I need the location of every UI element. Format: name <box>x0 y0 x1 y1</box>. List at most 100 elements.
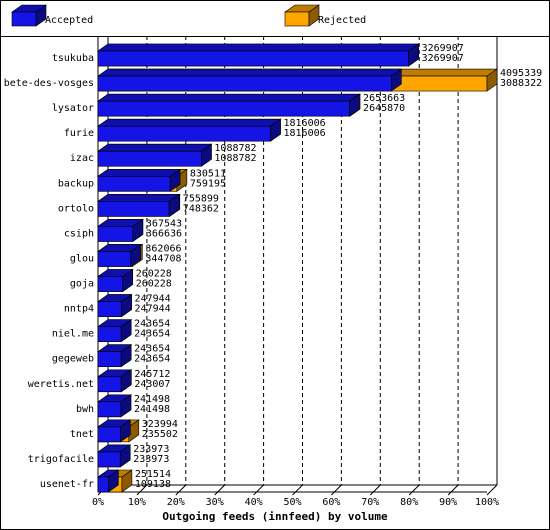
y-tick-label: niel.me <box>52 329 94 340</box>
y-tick-label: weretis.net <box>28 379 94 390</box>
x-tick-label: 80% <box>400 497 418 508</box>
value-label: 830511 <box>190 168 226 179</box>
value-label: 109138 <box>135 479 171 490</box>
y-tick-label: trigofacile <box>28 454 94 465</box>
value-label: 233973 <box>133 454 169 465</box>
bar-side <box>122 268 134 293</box>
x-tick <box>136 484 148 496</box>
bar-side <box>201 143 212 167</box>
value-label: 2645870 <box>363 103 405 114</box>
bar-side <box>408 43 419 67</box>
bar <box>97 201 170 217</box>
bar-side <box>270 118 281 142</box>
bar-top <box>97 168 182 177</box>
bar-side <box>128 419 140 443</box>
x-tick <box>369 484 381 496</box>
legend-swatch-side <box>35 4 47 27</box>
x-tick-label: 70% <box>361 497 379 508</box>
x-tick-label: 0% <box>92 497 104 508</box>
value-label: 1088782 <box>214 143 256 154</box>
bar-side <box>120 319 132 343</box>
x-tick <box>447 484 459 496</box>
value-label: 241498 <box>134 404 170 415</box>
bar-side <box>391 68 402 92</box>
value-label: 759195 <box>190 178 226 189</box>
bar-top <box>97 194 181 202</box>
y-tick-label: glou <box>70 253 94 264</box>
value-label: 245712 <box>134 369 170 380</box>
x-tick-label: 30% <box>206 497 224 508</box>
bar-top <box>97 118 282 127</box>
y-tick-label: bete-des-vosges <box>4 78 94 89</box>
bar <box>97 351 122 368</box>
bar <box>97 426 121 443</box>
bar <box>97 50 409 67</box>
y-tick-label: ortolo <box>58 203 94 214</box>
bar-top <box>97 68 403 77</box>
bar <box>97 476 109 493</box>
bar-side <box>120 394 132 418</box>
bar-side <box>349 93 360 117</box>
value-label: 260228 <box>136 269 172 280</box>
bar <box>97 326 122 342</box>
bar-side <box>130 243 142 268</box>
value-label: 1816006 <box>283 128 325 139</box>
y-tick-label: backup <box>58 178 94 189</box>
bar <box>97 125 271 142</box>
bar <box>97 376 122 393</box>
legend-label: Rejected <box>318 15 366 26</box>
x-tick-label: 10% <box>128 497 146 508</box>
value-label: 748362 <box>183 203 219 214</box>
bar <box>97 226 134 242</box>
value-label: 243654 <box>134 344 170 355</box>
x-tick <box>253 484 264 496</box>
bar <box>97 175 171 192</box>
bar-side <box>120 344 132 368</box>
bar-side <box>169 168 181 192</box>
value-label: 247944 <box>135 304 171 315</box>
bar <box>97 150 202 167</box>
bar-side <box>120 369 132 393</box>
bar <box>97 251 132 267</box>
bar <box>97 276 124 292</box>
x-tick <box>214 484 226 496</box>
bar-side <box>132 218 144 242</box>
value-label: 243007 <box>134 379 170 390</box>
x-tick-label: 90% <box>439 497 457 508</box>
y-tick-label: nntp4 <box>64 304 94 315</box>
value-label: 366636 <box>146 228 182 239</box>
bar <box>97 401 122 418</box>
value-label: 247944 <box>135 294 171 305</box>
y-tick-label: tnet <box>70 429 94 440</box>
bar <box>97 451 121 468</box>
value-label: 323994 <box>142 419 178 430</box>
x-tick <box>486 484 498 496</box>
x-tick-label: 40% <box>245 497 263 508</box>
value-label: 243654 <box>134 329 170 340</box>
x-tick <box>408 484 420 496</box>
value-label: 1088782 <box>214 153 256 164</box>
value-label: 1816006 <box>283 118 325 129</box>
value-label: 2653663 <box>363 93 405 104</box>
y-tick-label: izac <box>70 153 94 164</box>
bar-side <box>486 68 498 92</box>
y-tick-label: gegeweb <box>52 354 94 365</box>
bar-side <box>120 419 131 443</box>
value-label: 3269907 <box>422 53 464 64</box>
value-label: 362066 <box>145 243 181 254</box>
bar <box>97 100 350 117</box>
legend-swatch-side <box>308 4 320 27</box>
x-tick-label: 50% <box>283 497 301 508</box>
y-tick-label: lysator <box>52 103 94 114</box>
value-label: 260228 <box>136 279 172 290</box>
bar-side <box>108 469 119 493</box>
bar <box>97 301 122 317</box>
value-label: 344708 <box>145 253 181 264</box>
x-tick <box>175 484 187 496</box>
value-label: 243654 <box>134 354 170 365</box>
bar-side <box>121 294 132 318</box>
bar-top <box>97 143 213 152</box>
bar-side <box>168 193 180 217</box>
legend-swatch <box>11 11 37 27</box>
